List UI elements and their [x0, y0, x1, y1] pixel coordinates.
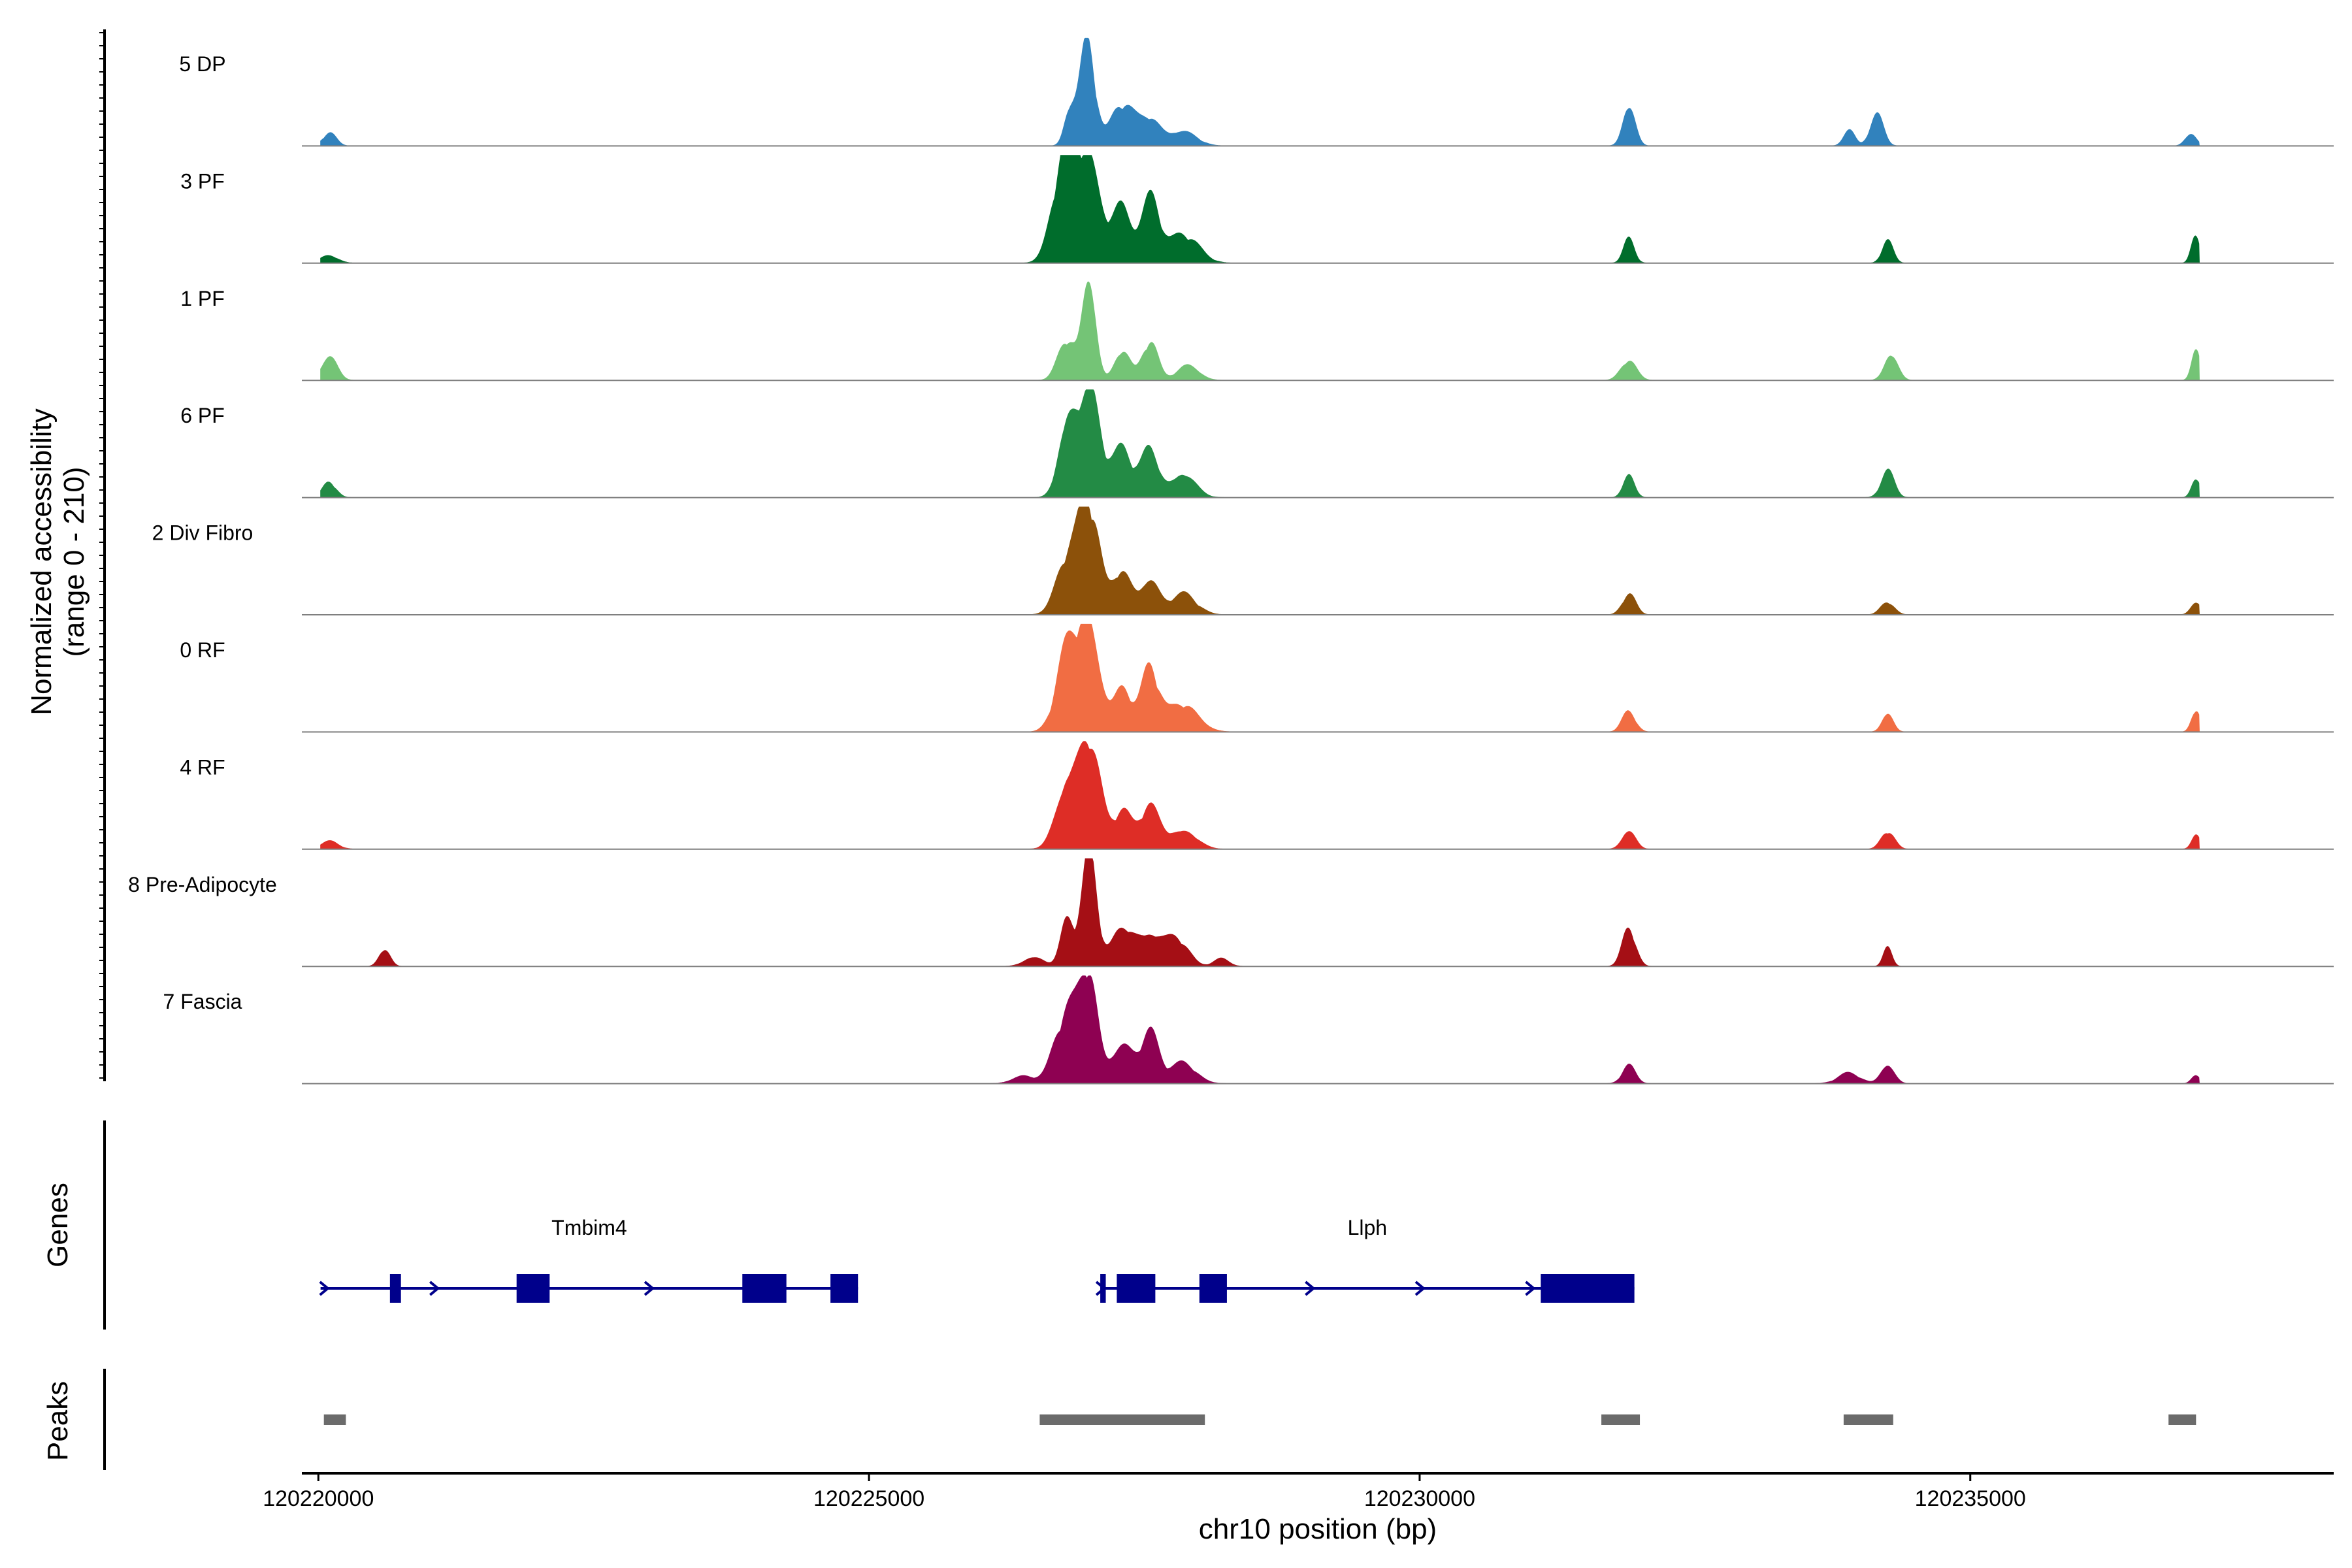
peak-region	[1039, 1414, 1205, 1425]
x-axis-ticks: 120220000 120225000 120230000 120235000	[263, 1473, 2026, 1511]
coverage-y-axis-ticks	[99, 32, 105, 1079]
track-3-pf: 3 PF	[180, 155, 2334, 264]
y-axis-label-line2: (range 0 - 210)	[58, 466, 90, 657]
track-1-pf: 1 PF	[180, 281, 2334, 382]
x-tick-label: 120225000	[813, 1486, 924, 1511]
strand-arrow	[429, 1281, 440, 1296]
track-label: 6 PF	[180, 404, 225, 427]
strand-arrow	[1095, 1281, 1107, 1296]
peak-regions	[323, 1414, 2197, 1425]
coverage-area	[320, 858, 2200, 967]
coverage-area	[320, 975, 2200, 1085]
gene-exon	[516, 1274, 550, 1303]
coverage-area	[320, 389, 2200, 498]
track-5-dp: 5 DP	[179, 37, 2334, 147]
x-tick-label: 120230000	[1364, 1486, 1475, 1511]
gene-tmbim4: Tmbim4	[319, 1216, 858, 1303]
strand-arrow	[644, 1281, 655, 1296]
peak-region	[1843, 1414, 1893, 1425]
track-0-rf: 0 RF	[180, 623, 2334, 733]
track-label: 1 PF	[180, 287, 225, 310]
peaks-track-label: Peaks	[42, 1381, 74, 1461]
peak-region	[2168, 1414, 2197, 1425]
peak-region	[323, 1414, 346, 1425]
track-8-pre-adipocyte: 8 Pre-Adipocyte	[128, 858, 2334, 968]
coverage-area	[320, 37, 2200, 146]
track-label: 5 DP	[179, 52, 225, 76]
coverage-area	[320, 741, 2200, 850]
track-4-rf: 4 RF	[180, 741, 2334, 850]
x-tick-label: 120220000	[263, 1486, 374, 1511]
x-axis-label: chr10 position (bp)	[1199, 1513, 1437, 1545]
coverage-area	[320, 155, 2200, 264]
track-label: 8 Pre-Adipocyte	[128, 873, 277, 896]
gene-llph: Llph	[1095, 1216, 1635, 1303]
strand-arrow	[1414, 1281, 1426, 1296]
gene-name: Llph	[1348, 1216, 1388, 1239]
coverage-area	[320, 281, 2200, 381]
track-label: 3 PF	[180, 169, 225, 193]
track-label: 4 RF	[180, 755, 225, 779]
gene-exon	[830, 1274, 858, 1303]
coverage-area	[320, 623, 2200, 732]
gene-exon	[742, 1274, 787, 1303]
gene-name: Tmbim4	[551, 1216, 627, 1239]
track-7-fascia: 7 Fascia	[163, 975, 2334, 1085]
y-axis-label-line1: Normalized accessibility	[25, 408, 57, 715]
track-label: 2 Div Fibro	[152, 521, 253, 545]
gene-models: Tmbim4 Llph	[319, 1216, 1635, 1303]
strand-arrow	[1525, 1281, 1536, 1296]
gene-exon	[1117, 1274, 1156, 1303]
track-2-div-fibro: 2 Div Fibro	[152, 506, 2334, 615]
strand-arrow	[1305, 1281, 1316, 1296]
gene-exon	[1541, 1274, 1635, 1303]
track-label: 7 Fascia	[163, 990, 242, 1013]
gene-exon	[389, 1274, 401, 1303]
gene-exon	[1199, 1274, 1227, 1303]
coverage-area	[320, 506, 2200, 615]
coverage-tracks: 5 DP 3 PF 1 PF 6 PF 2 Div Fibro 0 RF 4 RF 8 Pre…	[128, 37, 2334, 1085]
peak-region	[1601, 1414, 1641, 1425]
x-tick-label: 120235000	[1915, 1486, 2026, 1511]
strand-arrow	[319, 1281, 330, 1296]
track-6-pf: 6 PF	[180, 389, 2334, 498]
genes-track-label: Genes	[42, 1183, 74, 1267]
track-label: 0 RF	[180, 638, 225, 662]
